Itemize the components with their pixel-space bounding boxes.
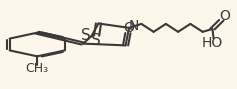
Text: S: S — [81, 28, 91, 43]
Text: CH₃: CH₃ — [26, 62, 49, 75]
Text: O: O — [124, 21, 135, 35]
Text: HO: HO — [202, 36, 223, 50]
Text: N: N — [128, 19, 139, 33]
Text: O: O — [219, 9, 230, 23]
Text: S: S — [91, 33, 101, 48]
